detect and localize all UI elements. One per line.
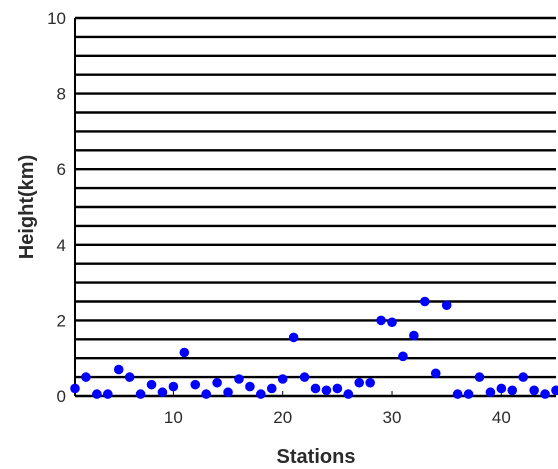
- data-point: [321, 385, 332, 396]
- data-point: [540, 389, 550, 399]
- data-point: [223, 387, 233, 398]
- data-point: [430, 368, 441, 379]
- data-point: [463, 389, 474, 399]
- x-axis-label: Stations: [277, 446, 356, 468]
- data-point: [135, 389, 146, 399]
- data-point: [288, 332, 299, 343]
- data-point: [212, 377, 222, 388]
- data-point: [113, 364, 124, 375]
- y-tick-label: 4: [57, 236, 66, 255]
- data-point: [70, 383, 80, 394]
- x-tick-label: 40: [492, 408, 511, 427]
- data-point: [256, 389, 266, 399]
- data-point: [398, 351, 408, 362]
- y-axis-label: Height(km): [16, 155, 38, 259]
- data-point: [277, 374, 288, 384]
- data-point: [102, 389, 113, 399]
- data-point: [310, 383, 321, 394]
- y-ticks: 0 2 4 6 8 10: [47, 9, 66, 406]
- x-ticks: 10 20 30 40: [164, 391, 511, 427]
- data-point: [409, 330, 419, 341]
- data-point: [529, 385, 539, 396]
- y-tick-label: 10: [47, 9, 66, 28]
- horizontal-lines: [75, 16, 556, 398]
- data-point: [190, 379, 201, 390]
- y-tick-label: 2: [57, 311, 66, 330]
- data-point: [124, 372, 135, 382]
- data-point: [157, 387, 168, 398]
- data-points: [70, 296, 558, 399]
- data-point: [245, 381, 255, 392]
- data-point: [299, 372, 310, 382]
- data-point: [92, 389, 102, 399]
- data-point: [81, 372, 91, 382]
- y-tick-label: 0: [57, 387, 66, 406]
- x-tick-label: 10: [164, 408, 183, 427]
- data-point: [376, 315, 386, 326]
- data-point: [441, 300, 452, 311]
- data-point: [168, 381, 179, 392]
- data-point: [332, 383, 343, 394]
- x-tick-label: 30: [383, 408, 402, 427]
- data-point: [266, 383, 277, 394]
- data-point: [518, 372, 529, 382]
- data-point: [234, 374, 244, 384]
- data-point: [343, 389, 354, 399]
- data-point: [201, 389, 211, 399]
- y-tick-label: 6: [57, 160, 66, 179]
- data-point: [146, 379, 157, 390]
- data-point: [354, 377, 365, 388]
- data-point: [485, 387, 496, 398]
- x-tick-label: 20: [273, 408, 292, 427]
- data-point: [179, 347, 190, 358]
- data-point: [496, 383, 507, 394]
- data-point: [387, 317, 397, 328]
- data-point: [420, 296, 430, 307]
- data-point: [365, 377, 375, 388]
- data-point: [474, 372, 485, 382]
- data-point: [452, 389, 463, 399]
- y-tick-label: 8: [57, 85, 66, 104]
- data-point: [507, 385, 518, 396]
- data-point: [551, 385, 558, 396]
